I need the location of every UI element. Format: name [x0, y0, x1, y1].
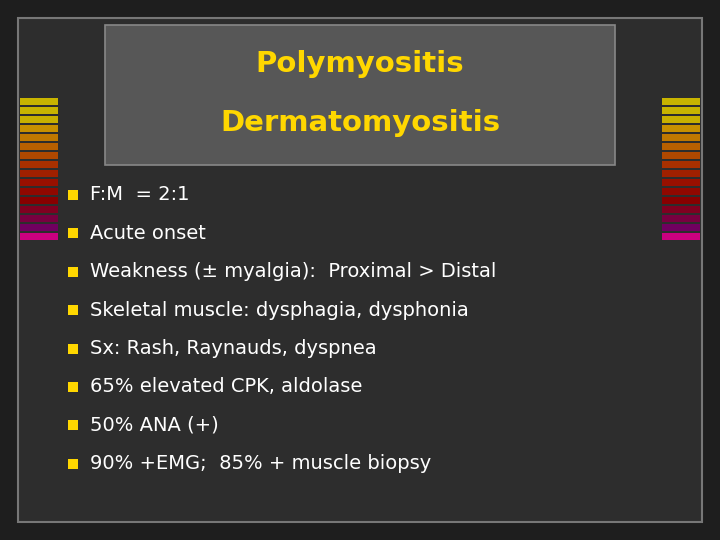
FancyBboxPatch shape	[662, 116, 700, 123]
FancyBboxPatch shape	[105, 25, 615, 165]
FancyBboxPatch shape	[662, 98, 700, 105]
FancyBboxPatch shape	[20, 134, 58, 141]
Text: 90% +EMG;  85% + muscle biopsy: 90% +EMG; 85% + muscle biopsy	[90, 454, 431, 473]
FancyBboxPatch shape	[662, 152, 700, 159]
FancyBboxPatch shape	[68, 228, 78, 238]
FancyBboxPatch shape	[662, 179, 700, 186]
FancyBboxPatch shape	[662, 188, 700, 195]
FancyBboxPatch shape	[662, 134, 700, 141]
FancyBboxPatch shape	[662, 215, 700, 222]
Text: 65% elevated CPK, aldolase: 65% elevated CPK, aldolase	[90, 377, 362, 396]
FancyBboxPatch shape	[18, 18, 702, 522]
FancyBboxPatch shape	[20, 179, 58, 186]
FancyBboxPatch shape	[20, 197, 58, 204]
FancyBboxPatch shape	[20, 143, 58, 150]
Text: Skeletal muscle: dysphagia, dysphonia: Skeletal muscle: dysphagia, dysphonia	[90, 301, 469, 320]
FancyBboxPatch shape	[662, 197, 700, 204]
FancyBboxPatch shape	[20, 107, 58, 114]
FancyBboxPatch shape	[68, 458, 78, 469]
FancyBboxPatch shape	[20, 206, 58, 213]
Text: Sx: Rash, Raynauds, dyspnea: Sx: Rash, Raynauds, dyspnea	[90, 339, 377, 358]
FancyBboxPatch shape	[662, 233, 700, 240]
FancyBboxPatch shape	[20, 116, 58, 123]
FancyBboxPatch shape	[68, 420, 78, 430]
FancyBboxPatch shape	[20, 188, 58, 195]
FancyBboxPatch shape	[20, 161, 58, 168]
FancyBboxPatch shape	[68, 305, 78, 315]
Text: 50% ANA (+): 50% ANA (+)	[90, 416, 219, 435]
FancyBboxPatch shape	[68, 343, 78, 354]
FancyBboxPatch shape	[662, 161, 700, 168]
FancyBboxPatch shape	[662, 107, 700, 114]
Text: Weakness (± myalgia):  Proximal > Distal: Weakness (± myalgia): Proximal > Distal	[90, 262, 496, 281]
FancyBboxPatch shape	[68, 382, 78, 392]
FancyBboxPatch shape	[20, 224, 58, 231]
FancyBboxPatch shape	[662, 224, 700, 231]
Text: F:M  = 2:1: F:M = 2:1	[90, 186, 189, 205]
FancyBboxPatch shape	[20, 233, 58, 240]
FancyBboxPatch shape	[20, 125, 58, 132]
FancyBboxPatch shape	[68, 267, 78, 276]
FancyBboxPatch shape	[20, 170, 58, 177]
Text: Dermatomyositis: Dermatomyositis	[220, 109, 500, 137]
FancyBboxPatch shape	[662, 143, 700, 150]
FancyBboxPatch shape	[662, 125, 700, 132]
FancyBboxPatch shape	[20, 152, 58, 159]
FancyBboxPatch shape	[662, 170, 700, 177]
FancyBboxPatch shape	[662, 206, 700, 213]
FancyBboxPatch shape	[20, 215, 58, 222]
Text: Acute onset: Acute onset	[90, 224, 206, 243]
FancyBboxPatch shape	[68, 190, 78, 200]
FancyBboxPatch shape	[20, 98, 58, 105]
Text: Polymyositis: Polymyositis	[256, 50, 464, 78]
